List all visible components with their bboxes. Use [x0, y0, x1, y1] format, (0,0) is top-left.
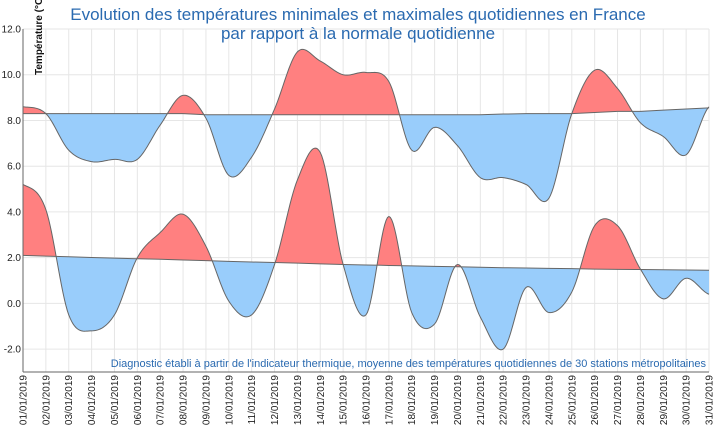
- x-tick-label: 30/01/2019: [682, 375, 693, 425]
- chart-title-line-1: Evolution des températures minimales et …: [70, 5, 645, 24]
- x-tick-label: 22/01/2019: [499, 375, 510, 425]
- max-above-normal-area: [272, 49, 400, 115]
- min-above-normal-area: [580, 218, 641, 270]
- max-below-normal-area: [45, 113, 168, 163]
- x-tick-label: 26/01/2019: [590, 375, 601, 425]
- x-tick-label: 29/01/2019: [659, 375, 670, 425]
- x-tick-label: 17/01/2019: [384, 375, 395, 425]
- y-tick-label: 0.0: [7, 299, 21, 310]
- series-line-layer: [22, 48, 710, 351]
- anomaly-fill-layer: [23, 49, 709, 350]
- x-tick-label: 25/01/2019: [567, 375, 578, 425]
- x-tick-label: 09/01/2019: [201, 375, 212, 425]
- min-normal-line: [22, 254, 710, 271]
- x-tick-label: 27/01/2019: [613, 375, 624, 425]
- x-tick-label: 03/01/2019: [64, 375, 75, 425]
- x-tick-label: 24/01/2019: [544, 375, 555, 425]
- max-normal-line: [23, 107, 710, 116]
- x-tick-label: 08/01/2019: [179, 375, 190, 425]
- chart-title-line-2: par rapport à la normale quotidienne: [221, 24, 495, 43]
- min-below-normal-area: [401, 265, 455, 329]
- min-above-normal-area: [275, 148, 344, 265]
- x-tick-label: 10/01/2019: [224, 375, 235, 425]
- min-below-normal-area: [461, 266, 580, 350]
- chart-note: Diagnostic établi à partir de l'indicate…: [111, 358, 707, 370]
- x-tick-label: 05/01/2019: [110, 375, 121, 425]
- max-below-normal-area: [399, 113, 572, 202]
- x-tick-label: 14/01/2019: [316, 375, 327, 425]
- y-tick-label: 2.0: [7, 253, 21, 264]
- min-below-normal-area: [640, 269, 709, 299]
- y-axis-label: Température (°C): [34, 0, 45, 75]
- min-above-normal-area: [23, 184, 57, 257]
- max-above-normal-area: [23, 106, 46, 114]
- x-tick-label: 28/01/2019: [636, 375, 647, 425]
- x-tick-label: 21/01/2019: [476, 375, 487, 425]
- x-tick-label: 07/01/2019: [156, 375, 167, 425]
- max-above-normal-area: [571, 69, 633, 114]
- min-below-normal-area: [343, 264, 378, 317]
- x-tick-label: 06/01/2019: [133, 375, 144, 425]
- y-tick-label: 4.0: [7, 207, 21, 218]
- x-tick-label: 01/01/2019: [19, 375, 30, 425]
- y-tick-label: 12.0: [2, 25, 22, 36]
- y-tick-label: 10.0: [2, 70, 22, 81]
- x-tick-label: 23/01/2019: [522, 375, 533, 425]
- x-tick-label: 31/01/2019: [705, 375, 715, 425]
- min-above-normal-area: [377, 216, 402, 266]
- x-tick-label: 12/01/2019: [270, 375, 281, 425]
- min-above-normal-area: [136, 213, 213, 261]
- x-tick-label: 19/01/2019: [430, 375, 441, 425]
- x-tick-label: 15/01/2019: [339, 375, 350, 425]
- max-observed-line: [22, 48, 710, 203]
- x-tick-label: 18/01/2019: [407, 375, 418, 425]
- y-tick-label: -2.0: [4, 345, 22, 356]
- x-tick-label: 11/01/2019: [247, 375, 258, 425]
- min-below-normal-area: [56, 256, 137, 332]
- x-tick-label: 02/01/2019: [41, 375, 52, 425]
- max-below-normal-area: [203, 114, 273, 178]
- x-tick-labels: 01/01/2019 02/01/2019 03/01/2019 04/01/2019…: [19, 375, 715, 425]
- x-tick-label: 04/01/2019: [87, 375, 98, 425]
- max-below-normal-area: [632, 107, 709, 156]
- axis-layer: [22, 29, 709, 373]
- x-tick-label: 16/01/2019: [362, 375, 373, 425]
- min-observed-line: [22, 147, 710, 351]
- y-tick-labels: -2.0 0.0 2.0 4.0 6.0 8.0 10.0 12.0: [2, 25, 22, 356]
- y-tick-label: 6.0: [7, 162, 21, 173]
- x-tick-label: 13/01/2019: [293, 375, 304, 425]
- y-tick-label: 8.0: [7, 116, 21, 127]
- x-tick-label: 20/01/2019: [453, 375, 464, 425]
